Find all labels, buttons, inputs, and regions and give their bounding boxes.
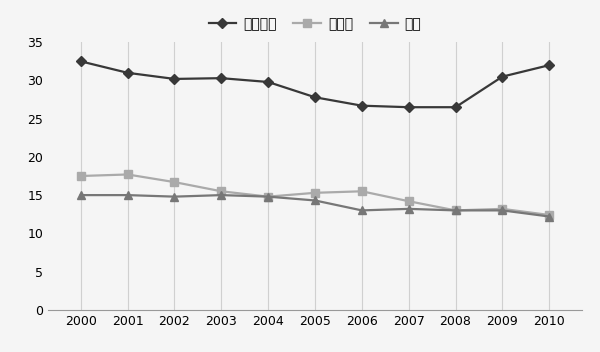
- Legend: アメリカ, ドイツ, 日本: アメリカ, ドイツ, 日本: [203, 12, 427, 37]
- ドイツ: [358, 189, 365, 193]
- アメリカ: [405, 105, 412, 109]
- Line: ドイツ: ドイツ: [77, 171, 553, 219]
- 日本: [499, 208, 506, 213]
- アメリカ: [358, 103, 365, 108]
- 日本: [358, 208, 365, 213]
- ドイツ: [545, 213, 553, 217]
- 日本: [124, 193, 131, 197]
- ドイツ: [218, 189, 225, 193]
- 日本: [311, 198, 319, 202]
- ドイツ: [311, 191, 319, 195]
- ドイツ: [405, 199, 412, 203]
- 日本: [77, 193, 85, 197]
- ドイツ: [171, 180, 178, 184]
- Line: アメリカ: アメリカ: [77, 57, 553, 111]
- 日本: [171, 195, 178, 199]
- 日本: [452, 208, 459, 213]
- アメリカ: [545, 63, 553, 67]
- アメリカ: [77, 59, 85, 63]
- ドイツ: [452, 208, 459, 213]
- 日本: [218, 193, 225, 197]
- アメリカ: [218, 76, 225, 80]
- アメリカ: [124, 71, 131, 75]
- ドイツ: [77, 174, 85, 178]
- アメリカ: [265, 80, 272, 84]
- アメリカ: [452, 105, 459, 109]
- アメリカ: [311, 95, 319, 99]
- アメリカ: [499, 75, 506, 79]
- 日本: [405, 207, 412, 211]
- ドイツ: [124, 172, 131, 177]
- ドイツ: [499, 207, 506, 211]
- アメリカ: [171, 77, 178, 81]
- ドイツ: [265, 195, 272, 199]
- 日本: [265, 195, 272, 199]
- Line: 日本: 日本: [77, 191, 553, 220]
- 日本: [545, 214, 553, 219]
